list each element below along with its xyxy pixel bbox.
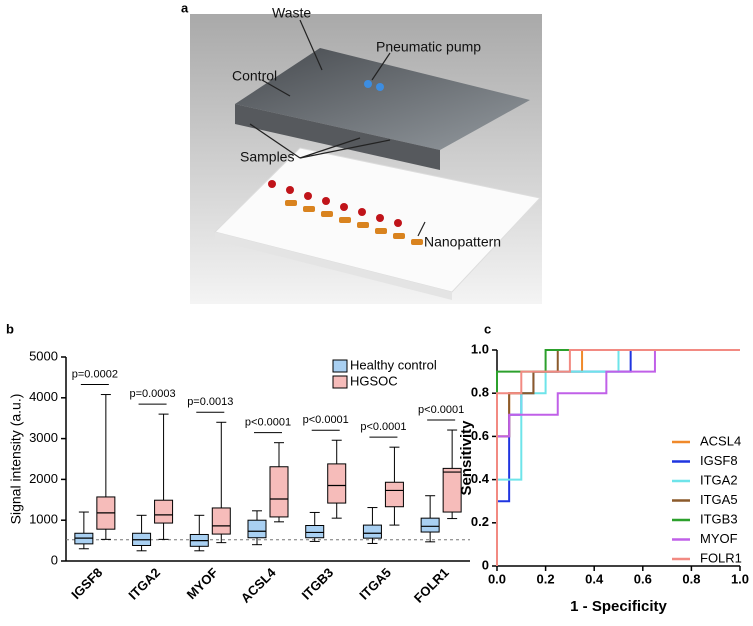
nanopattern-pads [285, 200, 423, 245]
device-label: Samples [240, 149, 294, 165]
x-tick-label: ITGB3 [299, 565, 337, 603]
p-value: p=0.0002 [72, 368, 118, 380]
box [269, 466, 289, 518]
box [247, 519, 267, 539]
legend-label: FOLR1 [700, 550, 742, 565]
x-tick-label: ITGA5 [356, 565, 394, 603]
x-tick-label: ITGA2 [125, 565, 163, 603]
y-tick-label: 0 [51, 552, 58, 567]
box [362, 524, 382, 539]
legend-swatch [332, 359, 348, 373]
x-tick-label: 0.4 [585, 571, 604, 586]
p-value: p=0.0003 [129, 388, 175, 400]
roc-curve [496, 349, 740, 566]
device-label: Pneumatic pump [376, 39, 481, 55]
x-tick-label: IGSF8 [68, 565, 105, 602]
panel-label: b [6, 321, 14, 336]
x-tick-label: FOLR1 [411, 565, 452, 606]
box [420, 517, 440, 533]
pump-ports [364, 80, 384, 91]
box [442, 467, 462, 513]
x-tick-label: 0.6 [634, 571, 652, 586]
roc-curve [496, 349, 740, 566]
device-render [190, 14, 542, 304]
device-label: Nanopattern [424, 234, 501, 250]
p-value: p<0.0001 [303, 414, 349, 426]
x-tick-label: MYOF [184, 565, 221, 602]
x-tick-label: 0.8 [682, 571, 700, 586]
y-tick-label: 1000 [29, 512, 58, 527]
device-label: Waste [272, 5, 311, 21]
x-tick-label: 0.0 [488, 571, 506, 586]
sample-wells [268, 180, 402, 227]
p-value: p<0.0001 [360, 421, 406, 433]
legend-label: MYOF [700, 531, 738, 546]
y-tick-label: 0.2 [471, 514, 489, 529]
x-axis-label: 1 - Specificity [570, 598, 667, 615]
y-tick-label: 3000 [29, 430, 58, 445]
legend-label: Healthy control [350, 357, 437, 372]
y-tick-label: 5000 [29, 348, 58, 363]
y-tick-label: 0.8 [471, 385, 489, 400]
x-tick-label: ACSL4 [238, 564, 279, 605]
y-axis-label: Signal intensity (a.u.) [8, 394, 24, 525]
device-label: Control [232, 68, 277, 84]
callout-lines [249, 19, 426, 237]
box [154, 499, 174, 524]
roc-curve [496, 349, 740, 566]
box [305, 525, 325, 539]
legend-label: HGSOC [350, 373, 398, 388]
chip-side [235, 104, 440, 170]
legend-swatch [332, 375, 348, 389]
glass-base-edge [215, 232, 452, 300]
y-tick-label: 0.6 [471, 428, 489, 443]
y-tick-label: 0 [482, 557, 489, 572]
p-value: p=0.0013 [187, 396, 233, 408]
legend-label: IGSF8 [700, 453, 738, 468]
x-tick-label: 1.0 [731, 571, 749, 586]
panel-label: c [484, 321, 491, 336]
y-tick-label: 0.4 [471, 471, 490, 486]
box [211, 507, 231, 535]
y-tick-label: 4000 [29, 389, 58, 404]
legend-label: ITGA5 [700, 492, 738, 507]
box [384, 481, 404, 508]
legend-label: ITGB3 [700, 511, 738, 526]
panel-label: a [181, 0, 189, 15]
y-tick-label: 2000 [29, 471, 58, 486]
box [327, 463, 347, 504]
p-value: p<0.0001 [245, 417, 291, 429]
legend-label: ACSL4 [700, 433, 741, 448]
x-tick-label: 0.2 [537, 571, 555, 586]
y-tick-label: 1.0 [471, 341, 489, 356]
p-value: p<0.0001 [418, 404, 464, 416]
chip-top [235, 48, 530, 150]
y-axis-label: Sensitivity [458, 420, 475, 496]
legend-label: ITGA2 [700, 472, 738, 487]
